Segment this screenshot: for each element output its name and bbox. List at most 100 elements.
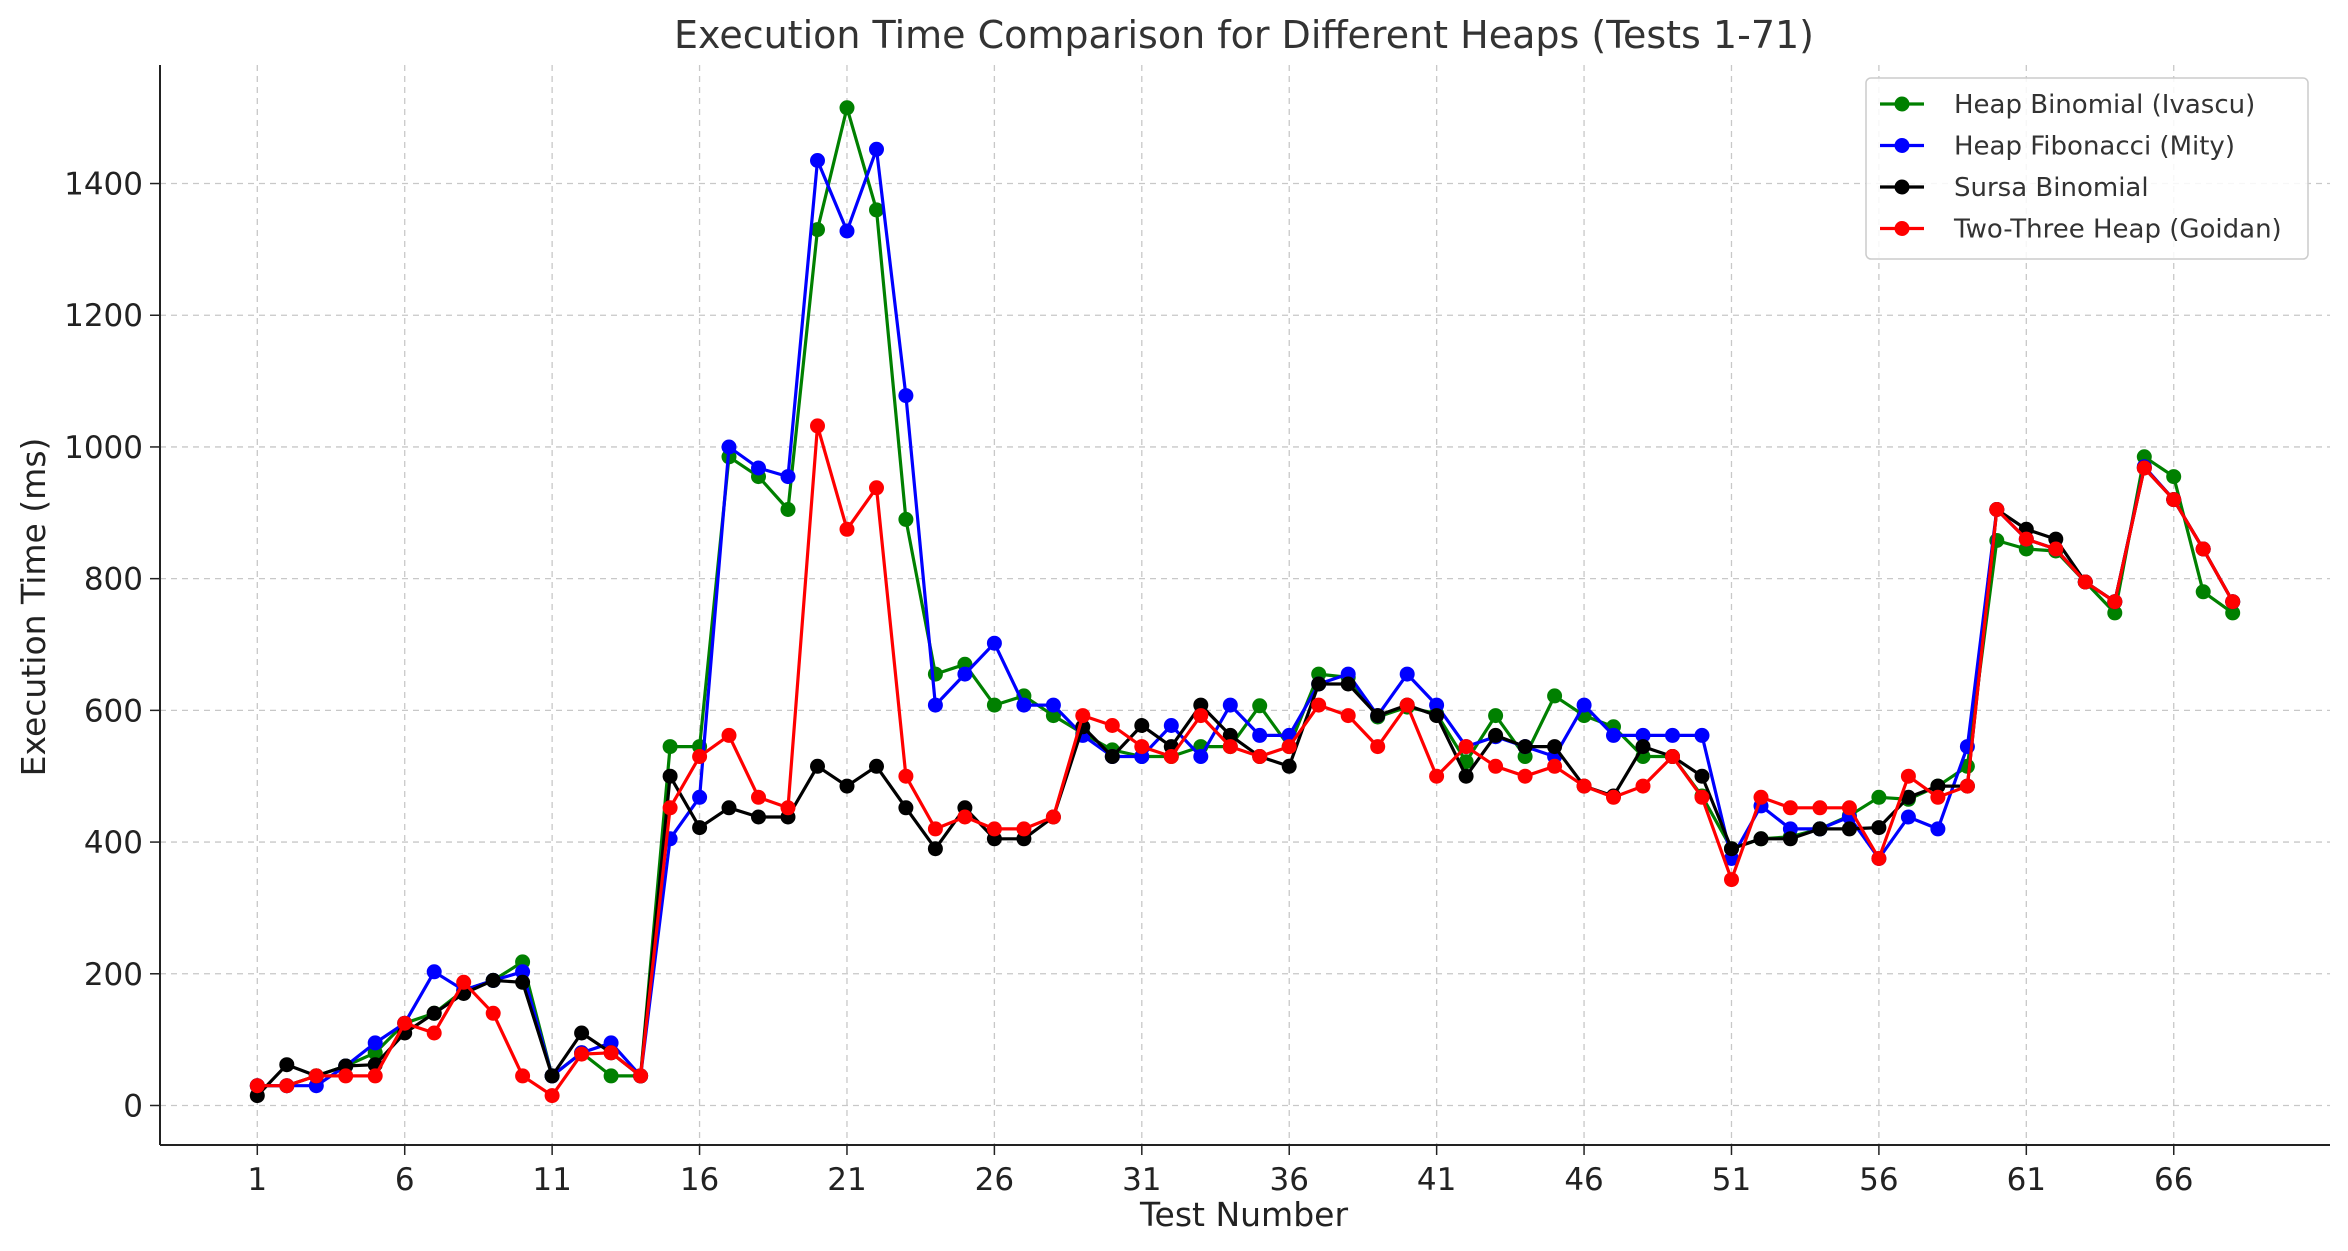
y-axis-label: Execution Time (ms) — [14, 438, 53, 777]
data-point — [1193, 697, 1209, 713]
data-point — [898, 511, 914, 527]
data-point — [2018, 531, 2034, 547]
x-tick-label: 26 — [975, 1162, 1014, 1198]
data-point — [603, 1068, 619, 1084]
data-point — [544, 1068, 560, 1084]
data-point — [1871, 851, 1887, 866]
data-point — [927, 697, 943, 713]
data-point — [1900, 809, 1916, 825]
data-point — [1104, 749, 1120, 764]
data-point — [1841, 821, 1857, 837]
data-point — [1900, 768, 1916, 784]
data-point — [1193, 708, 1209, 724]
data-point — [1694, 768, 1710, 784]
data-point — [1724, 841, 1739, 857]
data-point — [1576, 697, 1592, 713]
data-point — [1930, 778, 1946, 794]
data-point — [1635, 739, 1651, 755]
data-point — [692, 749, 708, 764]
data-point — [426, 1025, 442, 1041]
data-point — [1311, 676, 1327, 692]
data-point — [839, 521, 855, 537]
data-point — [1782, 800, 1798, 816]
data-point — [869, 141, 884, 157]
data-point — [1045, 708, 1061, 724]
data-point — [898, 768, 914, 784]
data-point — [2166, 492, 2182, 508]
data-point — [1959, 778, 1975, 794]
data-point — [2107, 605, 2123, 621]
legend-swatch-marker — [1894, 221, 1910, 236]
data-point — [1399, 666, 1415, 682]
data-point — [1252, 698, 1268, 714]
data-point — [544, 1088, 560, 1104]
data-point — [1576, 778, 1592, 794]
data-point — [1340, 676, 1356, 692]
x-tick-label: 66 — [2154, 1162, 2193, 1198]
data-point — [1517, 768, 1533, 784]
legend-swatch-marker — [1894, 138, 1910, 153]
data-point — [839, 100, 855, 116]
chart-title: Execution Time Comparison for Different … — [674, 13, 1814, 57]
data-point — [249, 1078, 265, 1094]
data-point — [721, 727, 737, 743]
x-tick-label: 16 — [680, 1162, 719, 1198]
data-point — [279, 1078, 295, 1094]
data-point — [1782, 831, 1798, 847]
y-tick-label: 400 — [84, 825, 143, 861]
data-point — [426, 1005, 442, 1021]
data-point — [898, 800, 914, 816]
data-point — [1281, 758, 1297, 774]
data-point — [1488, 708, 1504, 724]
data-point — [927, 666, 943, 682]
x-tick-label: 61 — [2007, 1162, 2046, 1198]
data-point — [1281, 739, 1297, 755]
data-point — [1635, 778, 1651, 794]
data-point — [485, 972, 501, 988]
data-point — [1370, 708, 1386, 724]
data-point — [515, 964, 531, 980]
data-point — [1753, 789, 1769, 805]
data-point — [751, 460, 766, 476]
data-point — [2225, 605, 2241, 621]
data-point — [2195, 541, 2211, 557]
x-tick-label: 51 — [1712, 1162, 1751, 1198]
data-point — [810, 418, 825, 434]
data-point — [456, 974, 472, 990]
data-point — [810, 153, 825, 168]
data-point — [1665, 727, 1680, 743]
data-point — [1193, 749, 1209, 764]
data-point — [721, 439, 737, 455]
data-point — [1488, 727, 1504, 743]
data-point — [810, 222, 825, 238]
data-point — [1989, 502, 2005, 517]
x-tick-label: 56 — [1859, 1162, 1898, 1198]
data-point — [986, 821, 1002, 837]
data-point — [751, 809, 766, 825]
y-tick-label: 800 — [84, 562, 143, 598]
data-point — [1311, 697, 1327, 713]
data-point — [1252, 749, 1268, 764]
data-point — [839, 778, 855, 794]
data-point — [1547, 688, 1563, 704]
data-point — [751, 789, 766, 805]
data-point — [1606, 789, 1621, 805]
series-3 — [249, 418, 2241, 1104]
data-point — [1134, 739, 1150, 755]
data-point — [1724, 872, 1739, 888]
y-tick-label: 1200 — [64, 298, 143, 334]
x-tick-label: 31 — [1122, 1162, 1161, 1198]
data-point — [1340, 708, 1356, 724]
data-point — [338, 1068, 354, 1084]
y-ticks: 0 200 400 600 800 1000 1200 1400 — [64, 167, 160, 1124]
data-point — [426, 964, 442, 980]
data-point — [692, 820, 708, 836]
data-point — [839, 223, 855, 239]
data-point — [1104, 718, 1120, 733]
x-tick-label: 46 — [1564, 1162, 1603, 1198]
data-point — [1694, 789, 1710, 805]
data-point — [1134, 718, 1150, 733]
legend-entry: Two-Three Heap (Goidan) — [1953, 215, 2282, 245]
x-ticks: 1 6 11 16 21 26 31 36 41 46 51 56 61 66 — [247, 1145, 2193, 1198]
x-tick-label: 21 — [827, 1162, 866, 1198]
